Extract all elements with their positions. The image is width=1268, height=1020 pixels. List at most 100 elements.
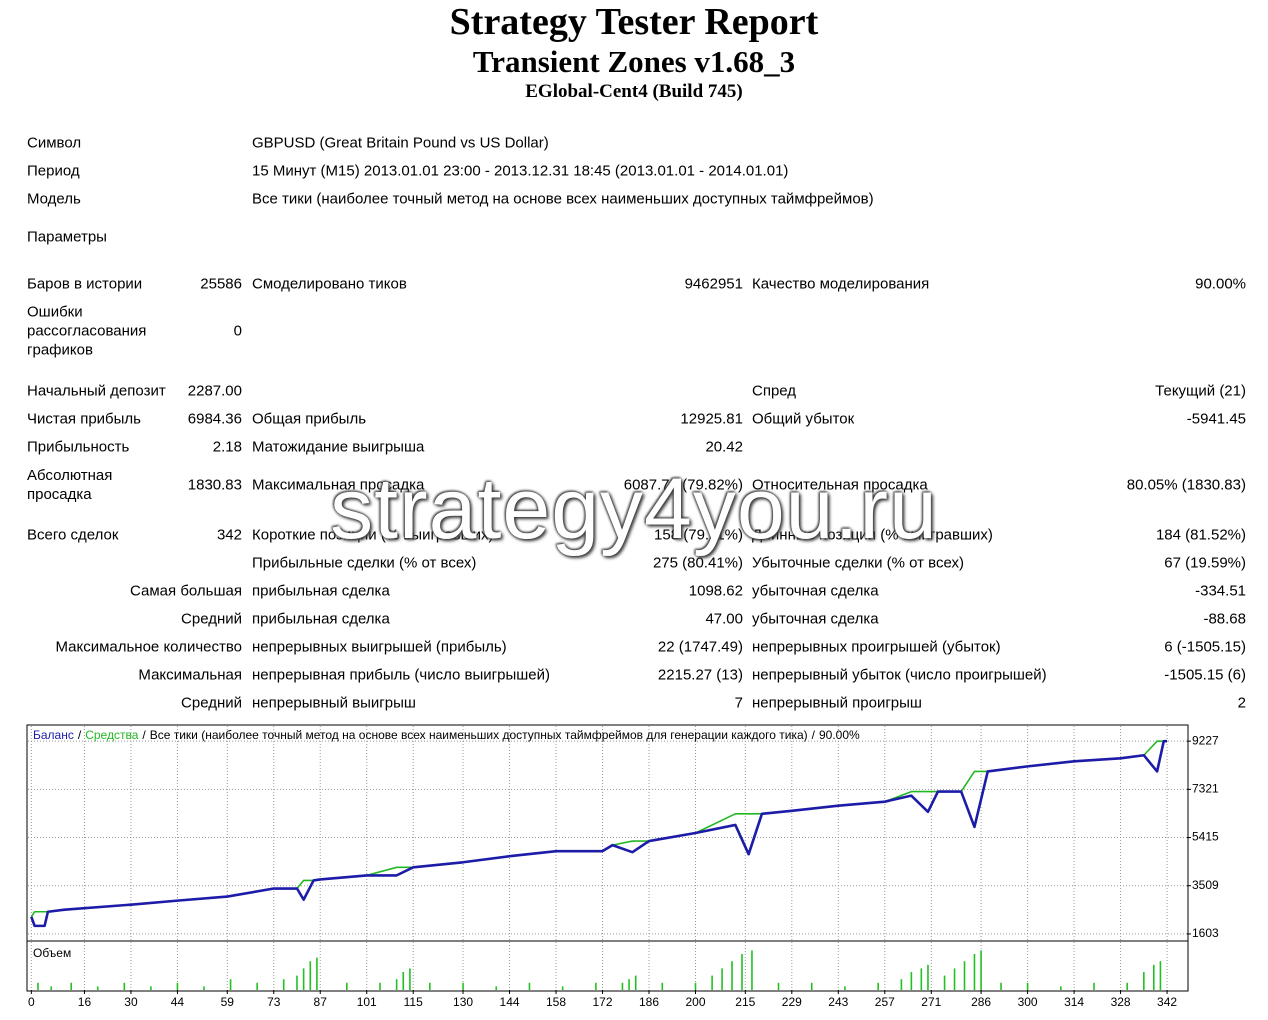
volume-bar [96,986,99,990]
stat-value: 6984.36 [187,410,242,428]
volume-bar [741,954,743,990]
report-title: Strategy Tester Report [449,1,819,43]
x-tick-label: 115 [404,995,423,1009]
x-tick-label: 243 [828,995,848,1009]
x-tick-label: 16 [78,995,92,1009]
volume-bar [628,979,630,990]
volume-bar [229,979,232,990]
volume-bar [731,961,733,990]
stat-value: 1830.83 [187,476,242,494]
stat-label: Максимальная [138,666,242,684]
stat-label: Общий убыток [752,410,855,428]
parameters-label: Параметры [27,228,107,246]
volume-bar [561,986,564,990]
volume-bar [1026,982,1029,990]
stat-value: 80.05% (1830.83) [1126,476,1246,494]
volume-bar [316,957,318,990]
stat-label: Качество моделирования [752,275,930,293]
info-value: GBPUSD (Great Britain Pound vs US Dollar… [252,134,549,152]
stat-value: 9462951 [684,275,743,293]
volume-bar [810,982,813,990]
stat-label: Самая большая [130,582,242,600]
y-tick-label: 5415 [1192,830,1219,844]
volume-bar [123,982,126,990]
y-tick-label: 3509 [1192,878,1219,892]
stat-label: непрерывный выигрыш [252,694,416,712]
x-tick-label: 0 [28,995,35,1009]
stat-value: 184 (81.52%) [1155,526,1246,544]
stat-label: непрерывных проигрышей (убыток) [752,638,1001,656]
x-tick-label: 101 [357,995,377,1009]
volume-bar [50,986,53,990]
stat-label: Средний [181,694,242,712]
x-tick-label: 257 [875,995,895,1009]
stat-label: Максимальная просадка [252,476,425,494]
stat-label: Матожидание выигрыша [252,438,425,456]
legend-separator: / [142,728,146,742]
stat-label: непрерывный убыток (число проигрышей) [752,666,1047,684]
volume-bar [1093,982,1095,990]
stat-label: Начальный депозит [27,382,166,400]
stat-label: Общая прибыль [252,410,367,428]
stat-value: 47.00 [705,610,743,628]
volume-bar [877,982,879,990]
volume-bar [379,982,381,990]
volume-bar [953,968,956,990]
stat-label: Ошибки рассогласования графиков [27,303,147,359]
x-tick-label: 300 [1018,995,1038,1009]
volume-bar [1060,986,1062,990]
x-tick-label: 144 [500,995,520,1009]
stat-label: Смоделировано тиков [252,275,407,293]
volume-bar [694,982,697,990]
legend-separator: / [812,728,816,742]
volume-bar [429,982,431,990]
volume-bar [282,979,285,990]
info-label: Символ [27,134,82,152]
volume-label: Объем [33,946,71,960]
info-value: Все тики (наиболее точный метод на основ… [252,190,874,208]
x-tick-label: 172 [593,995,613,1009]
volume-bar [1000,982,1002,990]
stat-value: 7 [734,694,743,712]
stat-value: 6 (-1505.15) [1164,638,1246,656]
volume-bar [402,972,405,990]
stat-value: 1098.62 [688,582,743,600]
stat-label: прибыльная сделка [252,610,390,628]
volume-bar [37,982,39,990]
volume-bar [1159,961,1162,990]
x-tick-label: 314 [1064,995,1084,1009]
x-tick-label: 158 [546,995,566,1009]
stat-value: 0 [233,322,242,340]
stat-label: Убыточные сделки (% от всех) [752,554,964,572]
stat-label: непрерывная прибыль (число выигрышей) [252,666,550,684]
x-tick-label: 286 [971,995,991,1009]
stat-value: 275 (80.41%) [652,554,743,572]
volume-bar [528,982,531,990]
volume-bar [595,982,597,990]
x-tick-label: 186 [639,995,659,1009]
server: EGlobal-Cent4 (Build 745) [525,81,743,102]
stat-value: 6087.79 (79.82%) [623,476,743,494]
info-label: Период [27,162,80,180]
stat-label: Прибыльность [27,438,130,456]
stat-value: 342 [216,526,242,544]
stat-label: непрерывных выигрышей (прибыль) [252,638,507,656]
stat-value: Текущий (21) [1155,382,1246,400]
volume-bar [1143,972,1145,990]
stat-label: Баров в истории [27,275,143,293]
volume-bar [900,979,903,990]
legend-model: Все тики (наиболее точный метод на основ… [150,728,808,742]
volume-bar [844,986,846,990]
volume-bar [462,982,464,990]
x-tick-label: 215 [735,995,755,1009]
x-tick-label: 342 [1157,995,1177,1009]
volume-bar [203,986,205,990]
chart-frame [26,724,1189,942]
stat-value: 20.42 [705,438,743,456]
legend-entry: Средства [85,728,138,742]
volume-bar [346,982,348,990]
stat-value: 2 [1237,694,1246,712]
y-tick-label: 1603 [1192,926,1219,940]
stat-value: -88.68 [1203,610,1246,628]
